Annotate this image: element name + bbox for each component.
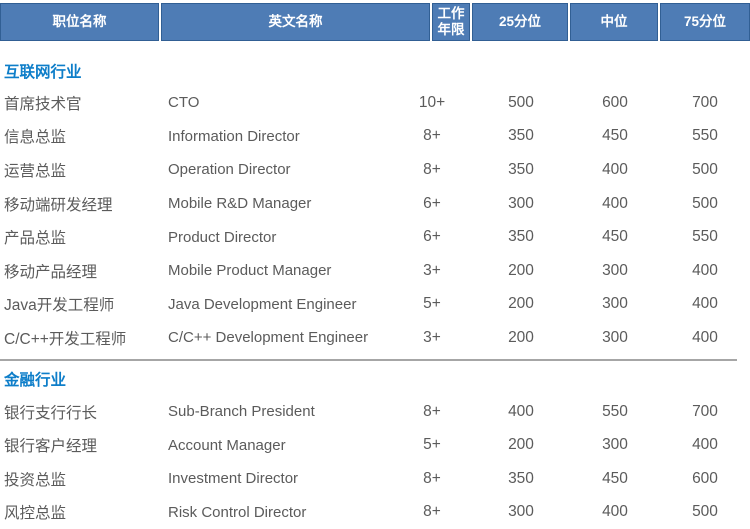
p75-cell: 500 bbox=[692, 503, 718, 521]
table-row: 风控总监 Risk Control Director 8+ 300 400 500 bbox=[0, 496, 750, 529]
table-row: 信息总监 Information Director 8+ 350 450 550 bbox=[0, 120, 750, 154]
p25-cell: 200 bbox=[508, 436, 534, 454]
work-years-cell: 6+ bbox=[423, 194, 441, 212]
p75-cell: 400 bbox=[692, 328, 718, 346]
median-cell: 400 bbox=[602, 503, 628, 521]
english-name-cell: Account Manager bbox=[168, 436, 286, 454]
work-years-cell: 5+ bbox=[423, 295, 441, 313]
section-title: 金融行业 bbox=[4, 372, 67, 390]
table-row: 产品总监 Product Director 6+ 350 450 550 bbox=[0, 220, 750, 254]
work-years-cell: 5+ bbox=[423, 436, 441, 454]
position-name-cell: 银行支行行长 bbox=[4, 404, 98, 422]
work-years-cell: 3+ bbox=[423, 261, 441, 279]
table-row: 首席技术官 CTO 10+ 500 600 700 bbox=[0, 86, 750, 120]
p75-cell: 600 bbox=[692, 469, 718, 487]
p75-cell: 500 bbox=[692, 160, 718, 178]
p75-cell: 700 bbox=[692, 93, 718, 111]
work-years-cell: 8+ bbox=[423, 503, 441, 521]
english-name-cell: Operation Director bbox=[168, 161, 291, 179]
table-row: Java开发工程师 Java Development Engineer 5+ 200 3… bbox=[0, 288, 750, 322]
median-cell: 600 bbox=[602, 93, 628, 111]
p75-cell: 700 bbox=[692, 402, 718, 420]
median-cell: 400 bbox=[602, 194, 628, 212]
position-name-cell: 投资总监 bbox=[4, 471, 67, 489]
p75-cell: 500 bbox=[692, 194, 718, 212]
work-years-cell: 8+ bbox=[423, 127, 441, 145]
table-body: 互联网行业首席技术官 CTO 10+ 500 600 700 信息总监 Information… bbox=[0, 55, 750, 529]
col-header-p25: 25分位 bbox=[472, 3, 568, 41]
english-name-cell: Java Development Engineer bbox=[168, 295, 357, 313]
median-cell: 550 bbox=[602, 402, 628, 420]
english-name-cell: Sub-Branch President bbox=[168, 403, 315, 421]
col-header-english-name: 英文名称 bbox=[161, 3, 430, 41]
table-row: 投资总监 Investment Director 8+ 350 450 600 bbox=[0, 462, 750, 496]
work-years-cell: 10+ bbox=[418, 93, 446, 111]
median-cell: 300 bbox=[602, 295, 628, 313]
p75-cell: 550 bbox=[692, 127, 718, 145]
median-cell: 300 bbox=[602, 328, 628, 346]
position-name-cell: 信息总监 bbox=[4, 129, 67, 147]
p25-cell: 200 bbox=[508, 261, 534, 279]
position-name-cell: 产品总监 bbox=[4, 230, 67, 248]
position-name-cell: 移动端研发经理 bbox=[4, 196, 113, 214]
position-name-cell: 银行客户经理 bbox=[4, 438, 98, 456]
p25-cell: 200 bbox=[508, 328, 534, 346]
section-divider bbox=[0, 358, 737, 361]
work-years-cell: 8+ bbox=[423, 160, 441, 178]
english-name-cell: CTO bbox=[168, 94, 200, 112]
english-name-cell: Information Director bbox=[168, 127, 300, 145]
table-row: C/C++开发工程师 C/C++ Development Engineer 3+ 20… bbox=[0, 321, 750, 355]
table-row: 银行支行行长 Sub-Branch President 8+ 400 550 700 bbox=[0, 395, 750, 429]
table-header-row: 职位名称 英文名称 工作年限 25分位 中位 75分位 bbox=[0, 3, 750, 41]
work-years-cell: 3+ bbox=[423, 328, 441, 346]
work-years-cell: 6+ bbox=[423, 228, 441, 246]
p25-cell: 350 bbox=[508, 160, 534, 178]
median-cell: 300 bbox=[602, 261, 628, 279]
col-header-work-years: 工作年限 bbox=[432, 3, 470, 41]
english-name-cell: Risk Control Director bbox=[168, 503, 307, 521]
col-header-median: 中位 bbox=[570, 3, 658, 41]
p25-cell: 350 bbox=[508, 127, 534, 145]
p75-cell: 400 bbox=[692, 436, 718, 454]
median-cell: 450 bbox=[602, 469, 628, 487]
p25-cell: 300 bbox=[508, 503, 534, 521]
position-name-cell: 运营总监 bbox=[4, 162, 67, 180]
english-name-cell: C/C++ Development Engineer bbox=[168, 329, 369, 347]
table-row: 移动端研发经理 Mobile R&D Manager 6+ 300 400 500 bbox=[0, 187, 750, 221]
position-name-cell: 首席技术官 bbox=[4, 95, 82, 113]
table-row: 移动产品经理 Mobile Product Manager 3+ 200 300 400 bbox=[0, 254, 750, 288]
section-title: 互联网行业 bbox=[4, 63, 82, 81]
p25-cell: 350 bbox=[508, 228, 534, 246]
col-header-position-name: 职位名称 bbox=[0, 3, 159, 41]
english-name-cell: Product Director bbox=[168, 228, 277, 246]
median-cell: 400 bbox=[602, 160, 628, 178]
median-cell: 300 bbox=[602, 436, 628, 454]
position-name-cell: 风控总监 bbox=[4, 505, 67, 523]
work-years-cell: 8+ bbox=[423, 469, 441, 487]
table-row: 银行客户经理 Account Manager 5+ 200 300 400 bbox=[0, 428, 750, 462]
p25-cell: 400 bbox=[508, 402, 534, 420]
p75-cell: 550 bbox=[692, 228, 718, 246]
median-cell: 450 bbox=[602, 228, 628, 246]
position-name-cell: 移动产品经理 bbox=[4, 263, 98, 281]
col-header-p75: 75分位 bbox=[660, 3, 750, 41]
median-cell: 450 bbox=[602, 127, 628, 145]
p25-cell: 200 bbox=[508, 295, 534, 313]
position-name-cell: C/C++开发工程师 bbox=[4, 330, 127, 348]
p25-cell: 500 bbox=[508, 93, 534, 111]
english-name-cell: Mobile R&D Manager bbox=[168, 195, 312, 213]
p75-cell: 400 bbox=[692, 261, 718, 279]
work-years-cell: 8+ bbox=[423, 402, 441, 420]
table-row: 运营总监 Operation Director 8+ 350 400 500 bbox=[0, 153, 750, 187]
english-name-cell: Mobile Product Manager bbox=[168, 262, 332, 280]
position-name-cell: Java开发工程师 bbox=[4, 297, 115, 315]
english-name-cell: Investment Director bbox=[168, 470, 299, 488]
p25-cell: 300 bbox=[508, 194, 534, 212]
p75-cell: 400 bbox=[692, 295, 718, 313]
p25-cell: 350 bbox=[508, 469, 534, 487]
